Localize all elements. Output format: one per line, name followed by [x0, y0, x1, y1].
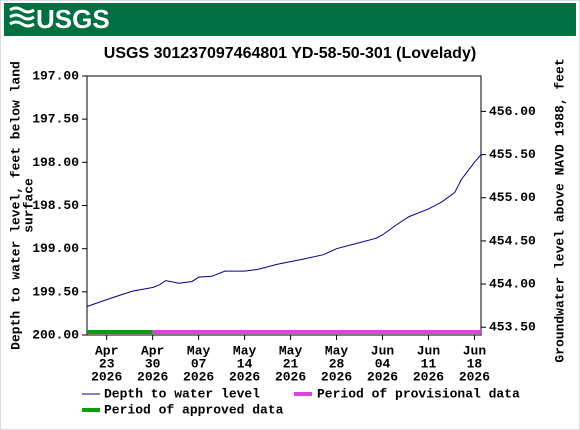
- x-tick-label: 30: [145, 356, 161, 371]
- x-tick-label: 2026: [91, 369, 122, 384]
- x-tick-label: 18: [467, 356, 483, 371]
- x-tick-label: Jun: [463, 343, 487, 358]
- x-tick-label: Apr: [95, 343, 118, 358]
- x-tick-label: 11: [421, 356, 437, 371]
- y-tick-label: 198.50: [32, 198, 79, 213]
- chart-title: USGS 301237097464801 YD-58-50-301 (Lovel…: [104, 45, 476, 62]
- y-tick-label: 200.00: [32, 327, 79, 342]
- y2-tick-label: 454.00: [489, 277, 536, 292]
- x-tick-label: 14: [237, 356, 253, 371]
- y-axis-label: Depth to water level, feet below land: [8, 61, 23, 350]
- x-tick-label: 07: [191, 356, 207, 371]
- x-tick-label: May: [325, 343, 349, 358]
- legend-label: Depth to water level: [104, 386, 260, 401]
- x-tick-label: 23: [99, 356, 115, 371]
- x-tick-label: 21: [283, 356, 299, 371]
- y2-axis-label: Groundwater level above NAVD 1988, feet: [552, 58, 567, 362]
- y2-tick-label: 456.00: [489, 104, 536, 119]
- legend-label: Period of provisional data: [317, 386, 520, 401]
- x-tick-label: Jun: [417, 343, 441, 358]
- logo-waves: [9, 6, 35, 28]
- x-tick-label: 2026: [275, 369, 306, 384]
- data-line: [86, 154, 482, 307]
- x-tick-label: 28: [329, 356, 345, 371]
- x-tick-label: May: [279, 343, 303, 358]
- x-tick-label: May: [233, 343, 257, 358]
- y-tick-label: 197.50: [32, 112, 79, 127]
- x-tick-label: 04: [375, 356, 391, 371]
- x-tick-label: 2026: [137, 369, 168, 384]
- x-tick-label: 2026: [183, 369, 214, 384]
- x-tick-label: 2026: [229, 369, 260, 384]
- y-tick-label: 197.00: [32, 68, 79, 83]
- y2-tick-label: 454.50: [489, 233, 536, 248]
- x-tick-label: 2026: [321, 369, 352, 384]
- y2-tick-label: 453.50: [489, 320, 536, 335]
- x-tick-label: 2026: [459, 369, 490, 384]
- y-tick-label: 198.00: [32, 155, 79, 170]
- y-axis-label: surface: [21, 178, 36, 233]
- x-tick-label: 2026: [367, 369, 398, 384]
- y2-tick-label: 455.50: [489, 147, 536, 162]
- x-tick-label: Apr: [141, 343, 164, 358]
- x-tick-label: May: [187, 343, 211, 358]
- x-tick-label: 2026: [413, 369, 444, 384]
- header-bar: [4, 3, 576, 36]
- period-bar: [152, 330, 481, 334]
- y-tick-label: 199.50: [32, 284, 79, 299]
- period-bar: [87, 330, 153, 334]
- x-tick-label: Jun: [371, 343, 395, 358]
- y-tick-label: 199.00: [32, 241, 79, 256]
- y2-tick-label: 455.00: [489, 190, 536, 205]
- legend-label: Period of approved data: [104, 402, 284, 417]
- logo: USGS: [36, 4, 110, 34]
